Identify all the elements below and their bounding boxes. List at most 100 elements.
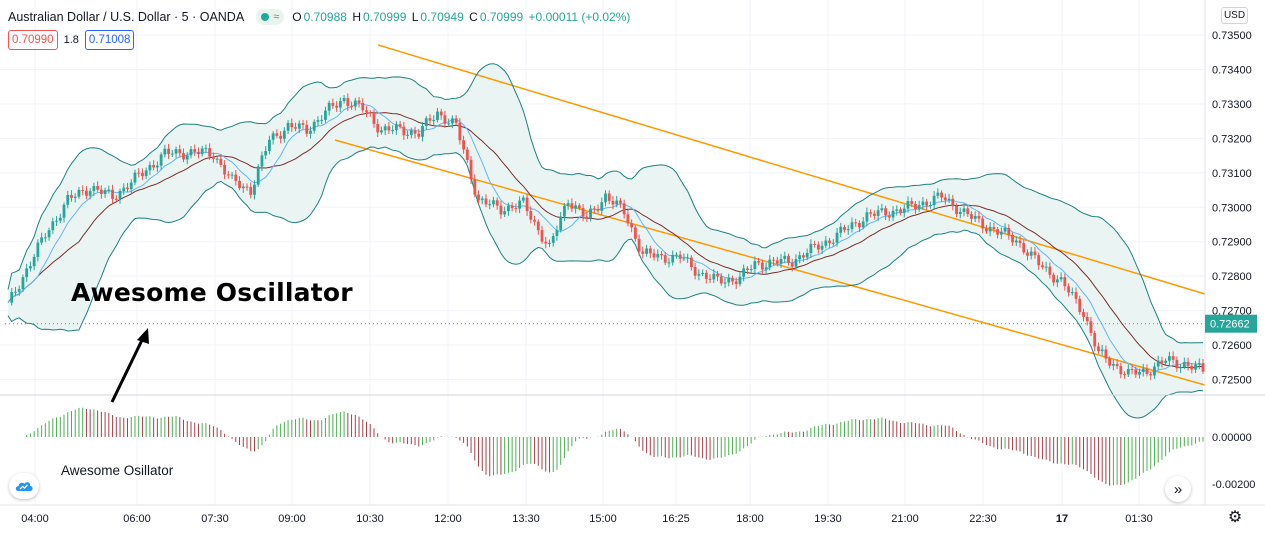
candlesticks: [10, 93, 1205, 381]
candle-body: [951, 198, 955, 206]
candle-body: [727, 277, 731, 283]
buy-button[interactable]: 0.71008: [84, 30, 135, 50]
candle-body: [148, 164, 152, 171]
candle-body: [118, 190, 122, 200]
close-label: C: [469, 10, 478, 24]
candle-body: [305, 124, 309, 134]
candle-body: [693, 267, 697, 276]
symbol-legend: Australian Dollar / U.S. Dollar · 5 · OA…: [8, 8, 632, 26]
last-price-label: 0.72662: [1210, 319, 1250, 331]
candle-body: [1022, 243, 1026, 253]
candle-body: [678, 254, 682, 259]
candle-body: [144, 170, 148, 177]
candle-body: [1018, 240, 1022, 244]
currency-button[interactable]: USD: [1221, 7, 1248, 24]
candle-body: [1130, 369, 1134, 371]
candle-body: [589, 208, 592, 219]
candle-body: [835, 232, 839, 243]
time-tick-label: 06:00: [123, 513, 151, 525]
time-tick-label: 18:00: [736, 513, 764, 525]
candle-body: [1026, 252, 1029, 256]
indicator-label[interactable]: Awesome Osillator: [61, 463, 174, 478]
price-tick-label: 0.72700: [1212, 306, 1252, 318]
candle-body: [958, 211, 962, 215]
candle-body: [88, 191, 92, 196]
candle-body: [432, 119, 436, 121]
candle-body: [193, 149, 197, 152]
candle-body: [480, 198, 484, 200]
candle-body: [1164, 360, 1168, 363]
candle-body: [581, 208, 585, 217]
candle-body: [477, 194, 480, 200]
price-tick-label: 0.72500: [1212, 375, 1252, 387]
visibility-toggle[interactable]: ≈: [256, 9, 285, 25]
candle-body: [1190, 365, 1194, 370]
arrow-shaft: [110, 337, 145, 403]
candle-body: [249, 187, 253, 195]
candle-body: [928, 205, 932, 207]
candle-body: [499, 205, 503, 215]
candle-body: [1037, 255, 1041, 266]
candle-body: [122, 187, 126, 191]
sell-button[interactable]: 0.70990: [8, 30, 58, 50]
candle-body: [906, 201, 910, 209]
low-value: 0.70949: [420, 10, 464, 24]
last-price-tag: [1205, 314, 1257, 333]
symbol-title[interactable]: Australian Dollar / U.S. Dollar · 5 · OA…: [8, 10, 245, 24]
candle-body: [783, 255, 787, 259]
time-tick-label: 07:30: [201, 513, 229, 525]
candle-body: [365, 110, 368, 113]
candle-body: [1197, 363, 1201, 365]
candle-body: [1160, 360, 1164, 363]
gear-icon[interactable]: ⚙: [1227, 509, 1243, 526]
candle-body: [335, 105, 339, 108]
candle-body: [178, 149, 182, 154]
candle-body: [764, 267, 768, 270]
candle-body: [424, 118, 428, 127]
candle-body: [234, 174, 238, 181]
candle-body: [126, 187, 129, 190]
candle-body: [294, 127, 297, 129]
candle-body: [129, 182, 133, 190]
candle-body: [760, 262, 764, 270]
candle-body: [492, 200, 495, 205]
candle-body: [1134, 369, 1138, 375]
candle-body: [869, 212, 873, 214]
candle-body: [394, 124, 398, 131]
candle-body: [779, 258, 783, 264]
candle-body: [357, 100, 361, 103]
cloud-logo-icon[interactable]: [9, 473, 39, 499]
candle-body: [226, 174, 230, 176]
candle-body: [536, 221, 540, 231]
candle-body: [1085, 316, 1089, 322]
candle-body: [383, 126, 387, 131]
indicator-lines: [7, 63, 1204, 419]
candle-body: [533, 219, 536, 222]
candle-body: [163, 148, 167, 155]
candle-body: [858, 222, 861, 228]
arrow-head: [137, 328, 149, 344]
price-tick-label: 0.73100: [1212, 168, 1252, 180]
candle-body: [917, 205, 921, 210]
candle-body: [630, 223, 634, 228]
ao-tick-label: -0.00200: [1212, 479, 1255, 491]
time-tick-label: 16:25: [662, 513, 690, 525]
candle-body: [241, 186, 245, 189]
candle-body: [805, 252, 809, 258]
time-tick-label: 22:30: [969, 513, 997, 525]
candle-body: [73, 196, 77, 198]
candle-body: [652, 253, 656, 258]
candle-body: [704, 272, 708, 279]
candle-body: [824, 240, 828, 246]
annotation-title: Awesome Oscillator: [71, 278, 353, 307]
candle-body: [977, 215, 981, 219]
candle-body: [297, 123, 301, 129]
candle-body: [914, 203, 917, 210]
time-tick-label: 17: [1056, 513, 1068, 525]
candle-body: [309, 130, 312, 134]
double-chevron-right-icon[interactable]: »: [1165, 476, 1191, 502]
candle-body: [611, 200, 615, 205]
candle-body: [66, 194, 70, 205]
candle-body: [719, 276, 723, 284]
